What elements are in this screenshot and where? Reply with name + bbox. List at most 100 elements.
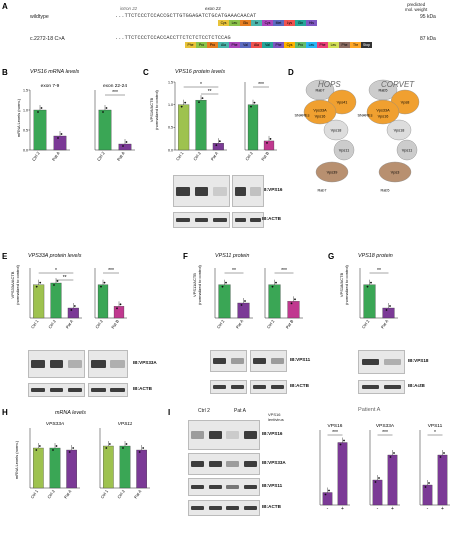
data-point — [103, 281, 106, 284]
corvet-title: CORVET — [381, 80, 415, 89]
data-point — [125, 443, 128, 445]
y-axis-label: VPS18/ACTB — [339, 273, 344, 298]
category-label: Ctrl 1 — [175, 150, 185, 161]
blot-band — [110, 388, 125, 392]
panel-b-title: VPS16 mRNA levels — [30, 69, 80, 75]
bar — [178, 104, 190, 151]
subunit-label: Rab7 — [317, 189, 326, 193]
data-point — [100, 285, 102, 288]
data-point — [40, 107, 43, 109]
panel-d-letter: D — [288, 68, 294, 77]
data-point — [180, 105, 183, 108]
blot-band — [249, 217, 262, 223]
data-point — [68, 451, 71, 453]
category-label: Pat B — [260, 150, 270, 161]
data-point — [378, 477, 380, 479]
data-point — [105, 107, 108, 109]
data-point — [343, 439, 345, 442]
y-axis-label: (normalized to control) — [154, 89, 159, 129]
data-point — [122, 447, 124, 449]
data-point — [142, 447, 145, 449]
amino-acid-box: His — [306, 20, 317, 26]
blot-strip — [232, 175, 264, 207]
data-point — [72, 447, 75, 449]
category-label: Ctrl 2 — [96, 150, 106, 162]
blot-band — [91, 388, 106, 392]
lane-header: Pat A — [234, 408, 246, 414]
data-point — [424, 486, 427, 488]
complex-subunit — [333, 139, 355, 161]
data-point — [393, 452, 395, 454]
amino-acid-box: Ala — [251, 42, 262, 48]
panel-h-title: mRNA levels — [55, 410, 86, 416]
blot-band — [270, 385, 284, 389]
category-label: Pat A — [235, 318, 245, 329]
blot-band — [191, 461, 205, 467]
data-point — [102, 111, 104, 113]
category-label: - — [327, 506, 329, 512]
amino-acid-box: Cys — [262, 20, 273, 26]
y-tick-label: 0.5 — [168, 126, 173, 130]
data-point — [240, 304, 243, 306]
bar — [287, 301, 300, 319]
blot-strip — [250, 350, 287, 372]
amino-acid-box: Leu — [229, 20, 240, 26]
y-axis-label: VPS16/ACTB — [149, 98, 154, 123]
data-point — [70, 309, 73, 311]
panel-b-letter: B — [2, 68, 8, 77]
blot-strip — [173, 175, 230, 207]
hops-title: HOPS — [318, 80, 341, 89]
amino-acid-box: Phe — [317, 42, 328, 48]
mutant-sequence: ...TTCTCCCTCCACCACCTTCTCTCTCCTCTCCAG — [115, 35, 231, 41]
category-label: Pat B — [285, 318, 295, 329]
bar — [218, 284, 231, 319]
data-point — [328, 489, 330, 492]
data-point — [324, 493, 327, 496]
bar — [372, 479, 383, 506]
complex-subunit — [323, 119, 349, 141]
bar — [268, 284, 281, 319]
blot-band — [243, 430, 257, 440]
bar — [247, 104, 259, 151]
bar — [195, 99, 207, 151]
chart-title: exon 22-24 — [103, 83, 127, 89]
immunoblot-label: IB:VPS18 — [408, 358, 429, 363]
significance-label: * — [55, 268, 57, 274]
bar — [103, 445, 114, 489]
immunoblot-label: IB:ActB — [408, 383, 425, 388]
bar — [118, 143, 132, 151]
immunoblot-label: IB:VPS11 — [290, 357, 311, 362]
category-label: Pat A — [51, 151, 61, 162]
amino-acid-box: Phe — [273, 42, 284, 48]
data-point — [443, 452, 445, 454]
amino-acid-box: Ile — [251, 20, 262, 26]
amino-acid-box: Leu — [328, 42, 339, 48]
significance-label: ** — [63, 275, 67, 281]
subunit-label: Rab5 — [380, 189, 389, 193]
complex-subunit — [386, 119, 412, 141]
data-point — [38, 445, 41, 447]
subunit-label: Vps33A — [313, 109, 327, 113]
complex-subunit — [366, 99, 400, 125]
bar — [382, 307, 395, 319]
data-point — [271, 285, 274, 288]
complex-subunit — [378, 161, 412, 183]
panel-g-title: VPS18 protein — [358, 253, 393, 259]
significance-label: ** — [208, 89, 212, 95]
data-point — [105, 447, 108, 449]
blot-strip — [188, 500, 260, 516]
blot-band — [226, 430, 240, 440]
y-axis-label: (normalized to control) — [15, 264, 20, 304]
blot-band — [49, 388, 64, 392]
panel-h-letter: H — [2, 408, 8, 417]
blot-band — [270, 358, 284, 364]
significance-label: ** — [377, 268, 381, 274]
blot-band — [384, 358, 402, 366]
blot-band — [176, 217, 191, 223]
blot-band — [67, 388, 82, 392]
chart-title: exon 7-9 — [41, 83, 60, 89]
blot-band — [243, 461, 257, 467]
blot-band — [243, 505, 257, 511]
data-point — [37, 111, 39, 113]
y-tick-label: 0.0 — [168, 148, 173, 152]
